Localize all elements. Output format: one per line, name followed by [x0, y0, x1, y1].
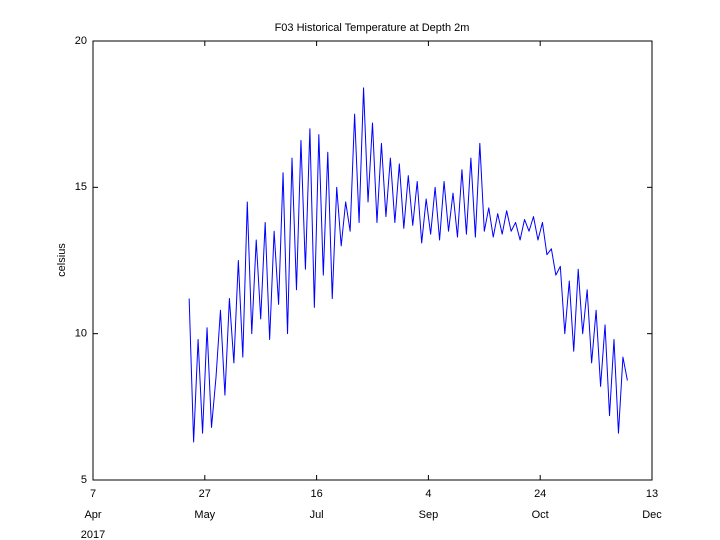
x-tick-label: 24 — [534, 488, 546, 500]
x-tick-label: 7 — [90, 488, 96, 500]
x-year-label: 2017 — [81, 529, 105, 540]
x-tick-label: 16 — [310, 488, 322, 500]
plot-box — [92, 40, 653, 481]
y-tick-label: 10 — [75, 328, 87, 340]
x-tick-month: Oct — [532, 509, 549, 521]
x-tick-month: Apr — [84, 509, 101, 521]
x-tick-month: Sep — [419, 509, 439, 521]
y-tick-label: 20 — [75, 35, 87, 47]
x-tick-month: May — [194, 509, 215, 521]
chart-title: F03 Historical Temperature at Depth 2m — [275, 22, 470, 34]
y-axis-label: celsius — [56, 243, 68, 277]
x-tick-label: 27 — [199, 488, 211, 500]
x-tick-label: 4 — [425, 488, 431, 500]
y-tick-label: 15 — [75, 181, 87, 193]
x-tick-month: Jul — [310, 509, 324, 521]
y-tick-label: 5 — [81, 474, 87, 486]
x-tick-month: Dec — [642, 509, 662, 521]
temperature-line — [188, 87, 628, 443]
x-tick-label: 13 — [646, 488, 658, 500]
